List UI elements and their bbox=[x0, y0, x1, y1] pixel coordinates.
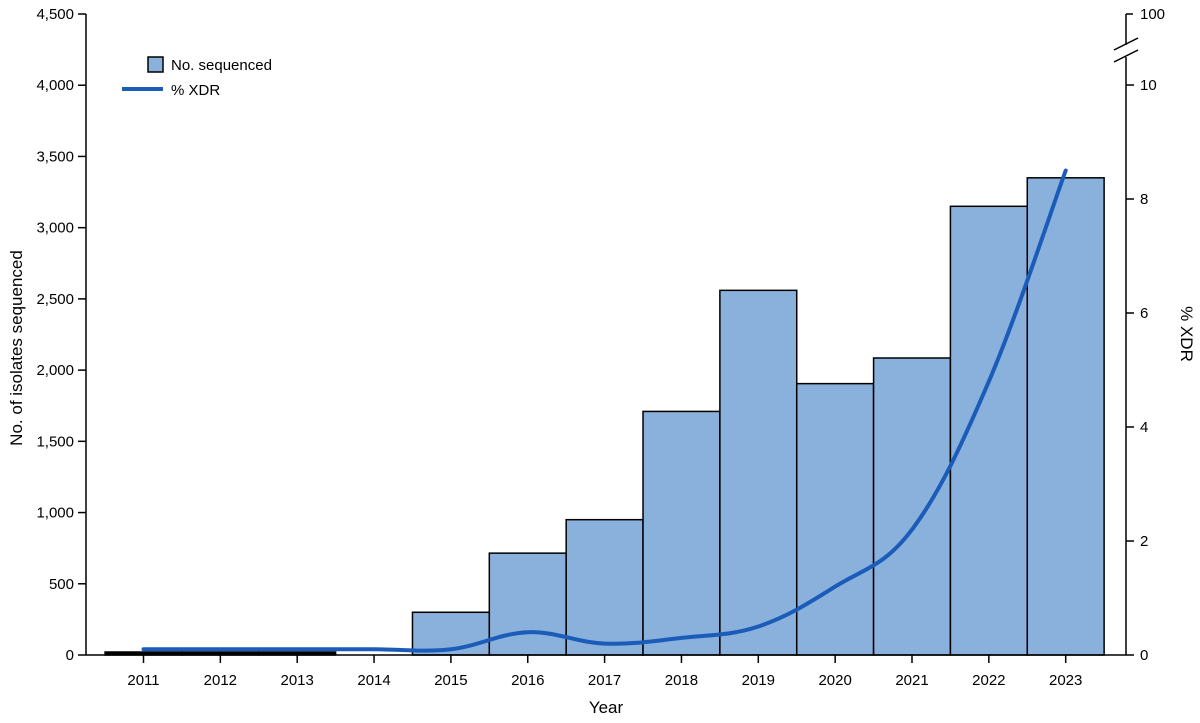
y-tick-label: 1,000 bbox=[36, 505, 74, 522]
y-tick-label: 3,000 bbox=[36, 220, 74, 237]
axis-break-mark-lower bbox=[1113, 49, 1139, 63]
y-axis-title: No. of isolates sequenced bbox=[7, 250, 26, 446]
x-tick-label: 2021 bbox=[895, 672, 928, 689]
legend-label-line: % XDR bbox=[171, 82, 220, 99]
x-tick-label: 2023 bbox=[1049, 672, 1082, 689]
x-tick-label: 2014 bbox=[357, 672, 390, 689]
y-tick-label: 1,500 bbox=[36, 433, 74, 450]
axis-break-mark-upper bbox=[1113, 37, 1139, 51]
bar-2017 bbox=[565, 518, 644, 656]
y-tick-label: 2,500 bbox=[36, 291, 74, 308]
bar-2016 bbox=[488, 552, 567, 656]
y-tick-label: 2,000 bbox=[36, 362, 74, 379]
right-y-ticks: 0 2 4 6 8 10 bbox=[1126, 77, 1157, 664]
bar-2019 bbox=[719, 289, 798, 656]
y2-tick-label: 10 bbox=[1140, 77, 1157, 94]
x-tick-label: 2020 bbox=[818, 672, 851, 689]
x-tick-label: 2016 bbox=[511, 672, 544, 689]
y-tick-label: 4,000 bbox=[36, 77, 74, 94]
y2-tick-label: 0 bbox=[1140, 647, 1148, 664]
bar-2021 bbox=[872, 357, 952, 656]
x-tick-label: 2012 bbox=[204, 672, 237, 689]
line-layer bbox=[141, 168, 1068, 653]
left-y-ticks: 0 500 1,000 1,500 2,000 2,500 3,000 3,500 4,000 4… bbox=[36, 6, 86, 664]
x-tick-label: 2019 bbox=[742, 672, 775, 689]
y2-break-tick-label: 100 bbox=[1140, 6, 1165, 23]
x-tick-label: 2015 bbox=[434, 672, 467, 689]
y-tick-label: 4,500 bbox=[36, 6, 74, 23]
y-tick-label: 0 bbox=[66, 647, 74, 664]
bar-2018 bbox=[642, 410, 721, 656]
axes-layer: 100 bbox=[85, 6, 1165, 656]
legend-label-bars: No. sequenced bbox=[171, 57, 272, 74]
x-tick-label: 2013 bbox=[281, 672, 314, 689]
y-tick-label: 3,500 bbox=[36, 148, 74, 165]
xdr-line bbox=[141, 168, 1068, 653]
bar-2022 bbox=[949, 205, 1029, 656]
x-tick-label: 2018 bbox=[665, 672, 698, 689]
y2-axis-title: % XDR bbox=[1177, 306, 1196, 362]
x-tick-label: 2011 bbox=[127, 672, 159, 689]
bars-layer bbox=[104, 177, 1105, 656]
y2-tick-label: 2 bbox=[1140, 533, 1148, 550]
y2-tick-label: 4 bbox=[1140, 419, 1148, 436]
x-axis-title: Year bbox=[589, 698, 624, 717]
legend: No. sequenced % XDR bbox=[122, 56, 272, 99]
x-tick-label: 2022 bbox=[972, 672, 1005, 689]
x-tick-label: 2017 bbox=[588, 672, 621, 689]
y-tick-label: 500 bbox=[49, 576, 74, 593]
y2-tick-label: 6 bbox=[1140, 305, 1148, 322]
y2-tick-label: 8 bbox=[1140, 191, 1148, 208]
legend-swatch-bars bbox=[147, 56, 164, 73]
bar-2020 bbox=[795, 382, 875, 656]
x-ticks: 2011 2012 2013 2014 2015 2016 2017 2018 2019 2020… bbox=[127, 655, 1082, 689]
